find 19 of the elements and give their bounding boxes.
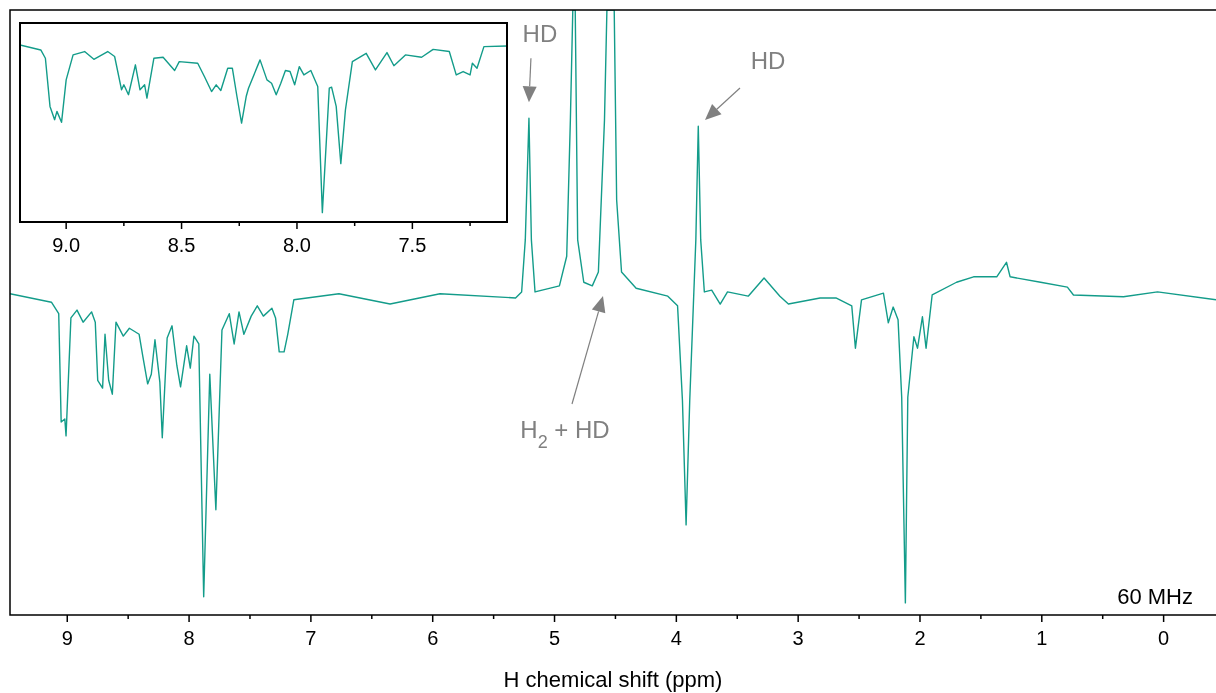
x-tick-label: 9.0 bbox=[52, 234, 81, 256]
x-tick-label: 7.5 bbox=[398, 234, 427, 256]
x-tick-label: 1 bbox=[1036, 627, 1048, 649]
annotation: HD bbox=[522, 20, 558, 48]
x-tick-label: 7 bbox=[305, 627, 317, 649]
x-tick-label: 0 bbox=[1158, 627, 1170, 649]
x-tick-label: 9 bbox=[61, 627, 73, 649]
x-tick-label: 4 bbox=[670, 627, 682, 649]
x-tick-label: 2 bbox=[914, 627, 926, 649]
x-tick-label: 3 bbox=[792, 627, 804, 649]
x-tick-label: 5 bbox=[548, 627, 561, 649]
annotation: 60 MHz bbox=[1117, 584, 1193, 609]
annotation: HD bbox=[750, 47, 786, 74]
x-tick-label: 8.0 bbox=[283, 234, 311, 256]
x-tick-label: 8.5 bbox=[167, 234, 196, 256]
x-axis-title: H chemical shift (ppm) bbox=[503, 667, 723, 692]
x-tick-label: 6 bbox=[427, 627, 439, 649]
annotation: H$_{2}$ + HD bbox=[520, 416, 610, 452]
x-tick-label: 8 bbox=[183, 627, 195, 649]
